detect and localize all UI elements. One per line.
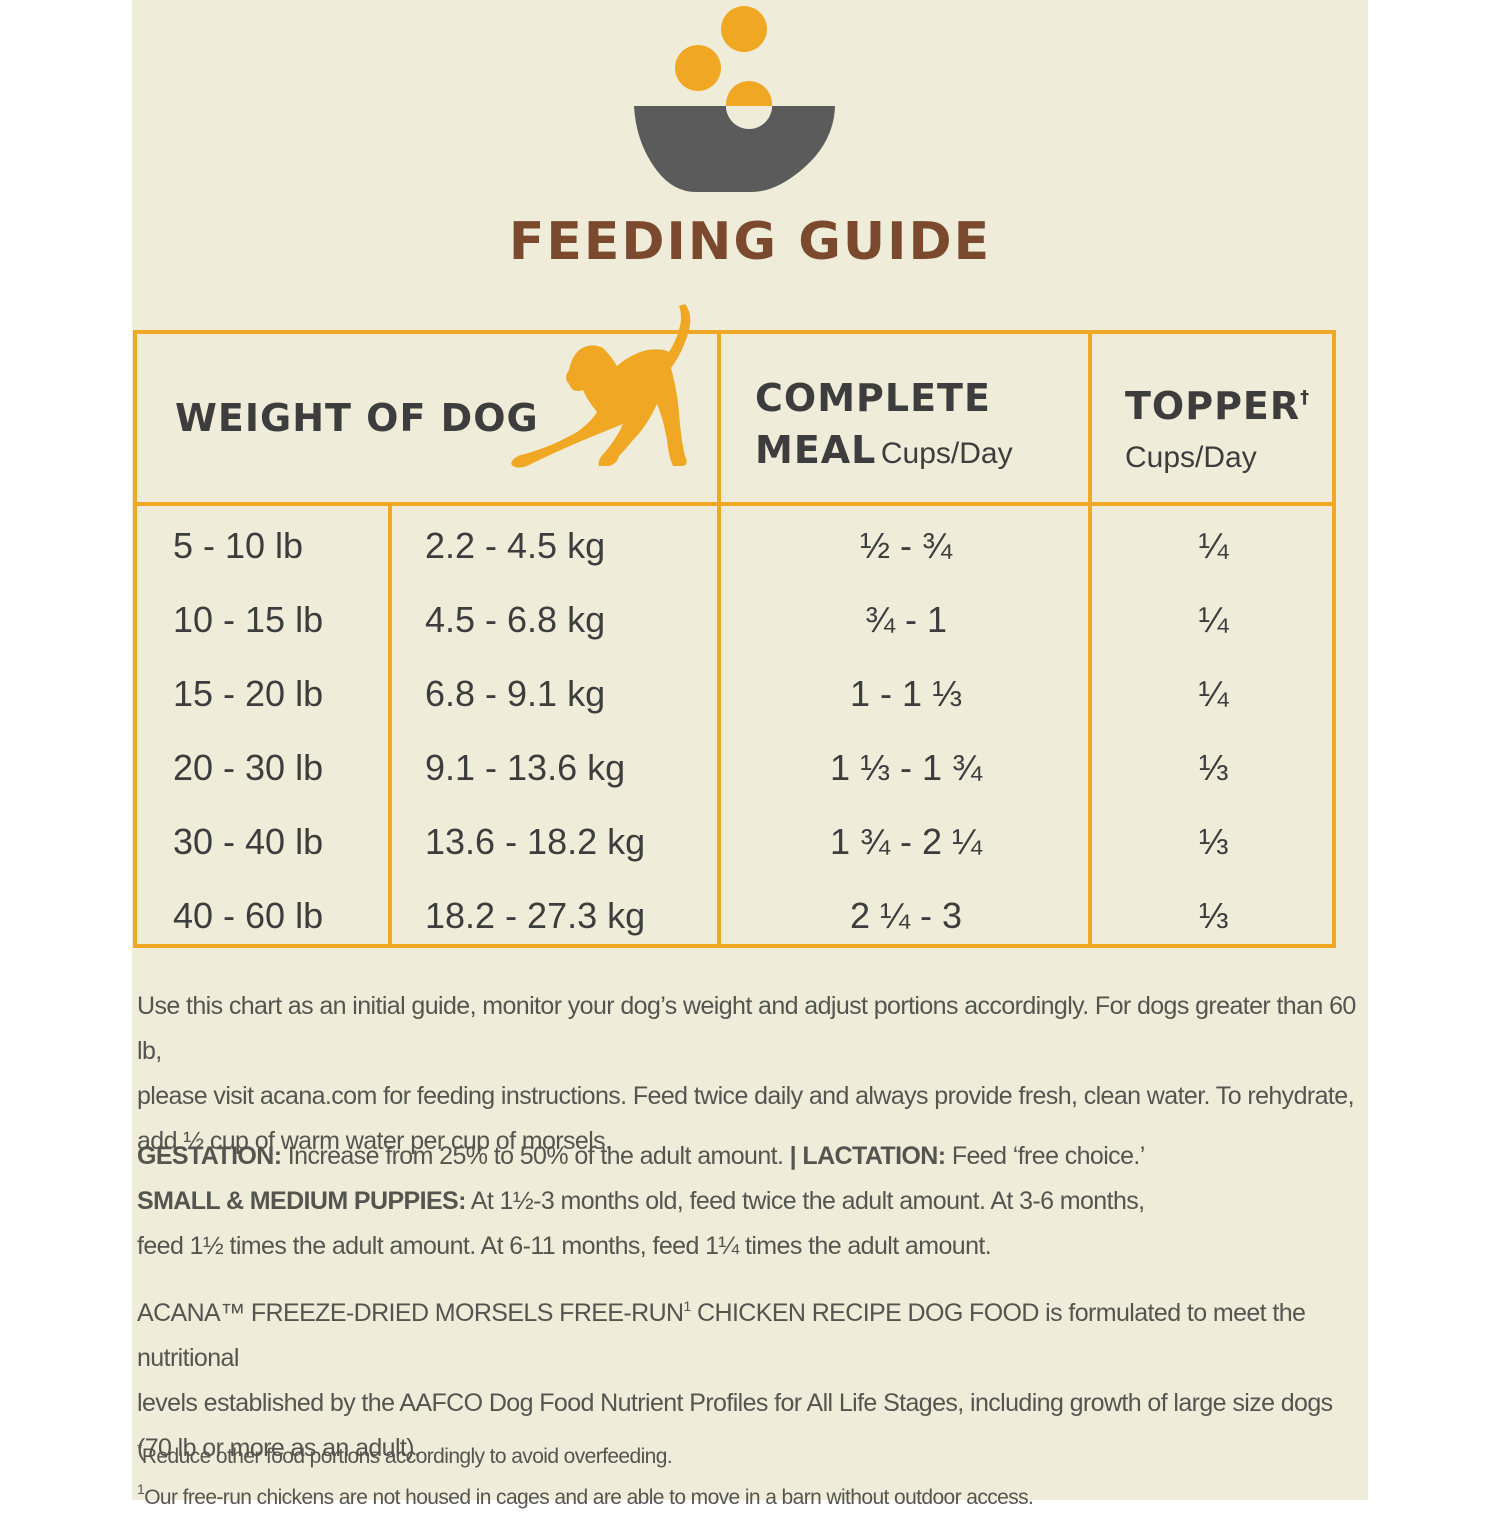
weight-kg: 4.5 - 6.8 kg xyxy=(425,599,606,640)
header-topper-label: TOPPER xyxy=(1125,384,1301,428)
intro-line: Use this chart as an initial guide, moni… xyxy=(137,992,1356,1065)
table-row: 30 - 40 lb 13.6 - 18.2 kg 1 ¾ - 2 ¼ ⅓ xyxy=(137,805,1332,879)
bowl-with-kibble-icon xyxy=(634,6,835,192)
puppies-label: SMALL & MEDIUM PUPPIES: xyxy=(137,1187,466,1215)
complete-meal-cups: ½ - ¾ xyxy=(859,525,953,566)
weight-lb: 30 - 40 lb xyxy=(173,821,324,862)
complete-meal-cups: 1 ¾ - 2 ¼ xyxy=(829,821,983,862)
intro-instructions: Use this chart as an initial guide, moni… xyxy=(137,984,1377,1164)
footnote-text: Our free-run chickens are not housed in … xyxy=(144,1486,1034,1509)
weight-kg: 18.2 - 27.3 kg xyxy=(425,895,646,936)
table-divider xyxy=(717,334,721,944)
weight-lb: 5 - 10 lb xyxy=(173,525,304,566)
complete-meal-cups: 1 ⅓ - 1 ¾ xyxy=(829,747,983,788)
topper-cups: ¼ xyxy=(1198,599,1229,640)
footnote-text: Reduce other food portions accordingly t… xyxy=(141,1445,673,1468)
table-row: 20 - 30 lb 9.1 - 13.6 kg 1 ⅓ - 1 ¾ ⅓ xyxy=(137,731,1332,805)
weight-kg: 13.6 - 18.2 kg xyxy=(425,821,646,862)
footnotes: *Reduce other food portions accordingly … xyxy=(137,1432,1377,1514)
puppies-text: At 1½-3 months old, feed twice the adult… xyxy=(465,1187,1145,1215)
header-meal-label: MEAL xyxy=(755,428,877,472)
topper-cups: ¼ xyxy=(1198,673,1229,714)
feeding-guide-panel xyxy=(132,0,1368,1500)
table-row: 5 - 10 lb 2.2 - 4.5 kg ½ - ¾ ¼ xyxy=(137,509,1332,583)
topper-cups: ⅓ xyxy=(1198,821,1229,862)
weight-lb: 15 - 20 lb xyxy=(173,673,324,714)
intro-line: add ½ cup of warm water per cup of morse… xyxy=(137,1127,612,1155)
footnote-marker: 1 xyxy=(137,1481,145,1497)
weight-lb: 10 - 15 lb xyxy=(173,599,324,640)
life-stage-notes: GESTATION: Increase from 25% to 50% of t… xyxy=(137,1134,1377,1269)
aafco-text: (70 lb or more as an adult). xyxy=(137,1434,421,1462)
complete-meal-cups: ¾ - 1 xyxy=(864,599,948,640)
header-complete-meal: COMPLETE MEAL Cups/Day xyxy=(755,372,1013,485)
table-row: 15 - 20 lb 6.8 - 9.1 kg 1 - 1 ⅓ ¼ xyxy=(137,657,1332,731)
weight-lb: 20 - 30 lb xyxy=(173,747,324,788)
table-row: 10 - 15 lb 4.5 - 6.8 kg ¾ - 1 ¼ xyxy=(137,583,1332,657)
dog-silhouette-icon xyxy=(511,304,691,468)
aafco-statement: ACANA™ FREEZE-DRIED MORSELS FREE-RUN1 CH… xyxy=(137,1284,1377,1471)
table-divider xyxy=(137,502,1332,506)
puppies-text: feed 1½ times the adult amount. At 6-11 … xyxy=(137,1232,992,1260)
header-complete-unit: Cups/Day xyxy=(880,437,1013,470)
gestation-text: Increase from 25% to 50% of the adult am… xyxy=(281,1142,790,1170)
table-row: 40 - 60 lb 18.2 - 27.3 kg 2 ¼ - 3 ⅓ xyxy=(137,879,1332,953)
table-divider xyxy=(388,504,392,944)
header-complete-label: COMPLETE xyxy=(755,376,991,420)
footnote-marker: 1 xyxy=(683,1298,692,1314)
page-title: FEEDING GUIDE xyxy=(508,212,992,272)
weight-kg: 6.8 - 9.1 kg xyxy=(425,673,606,714)
weight-kg: 9.1 - 13.6 kg xyxy=(425,747,626,788)
footnote-marker: * xyxy=(137,1440,142,1456)
header-topper-unit: Cups/Day xyxy=(1125,441,1257,474)
weight-kg: 2.2 - 4.5 kg xyxy=(425,525,606,566)
gestation-label: GESTATION: xyxy=(137,1142,282,1170)
intro-line: please visit acana.com for feeding instr… xyxy=(137,1082,1355,1110)
aafco-text: CHICKEN RECIPE DOG FOOD is formulated to… xyxy=(137,1299,1306,1372)
dagger-marker: † xyxy=(1300,387,1311,408)
table-divider xyxy=(1088,334,1092,944)
header-weight-of-dog: WEIGHT OF DOG xyxy=(175,396,539,440)
aafco-text: ACANA™ FREEZE-DRIED MORSELS FREE-RUN xyxy=(137,1299,684,1327)
complete-meal-cups: 2 ¼ - 3 xyxy=(849,895,963,936)
separator: | xyxy=(789,1142,797,1170)
aafco-text: levels established by the AAFCO Dog Food… xyxy=(137,1389,1333,1417)
complete-meal-cups: 1 - 1 ⅓ xyxy=(849,673,963,714)
topper-cups: ¼ xyxy=(1198,525,1229,566)
weight-lb: 40 - 60 lb xyxy=(173,895,324,936)
feeding-table: WEIGHT OF DOG COMPLETE MEAL Cups/Day TOP… xyxy=(133,304,1336,948)
topper-cups: ⅓ xyxy=(1198,895,1229,936)
lactation-label: LACTATION: xyxy=(796,1142,946,1170)
lactation-text: Feed ‘free choice.’ xyxy=(945,1142,1145,1170)
header-topper: TOPPER† Cups/Day xyxy=(1125,372,1310,484)
topper-cups: ⅓ xyxy=(1198,747,1229,788)
